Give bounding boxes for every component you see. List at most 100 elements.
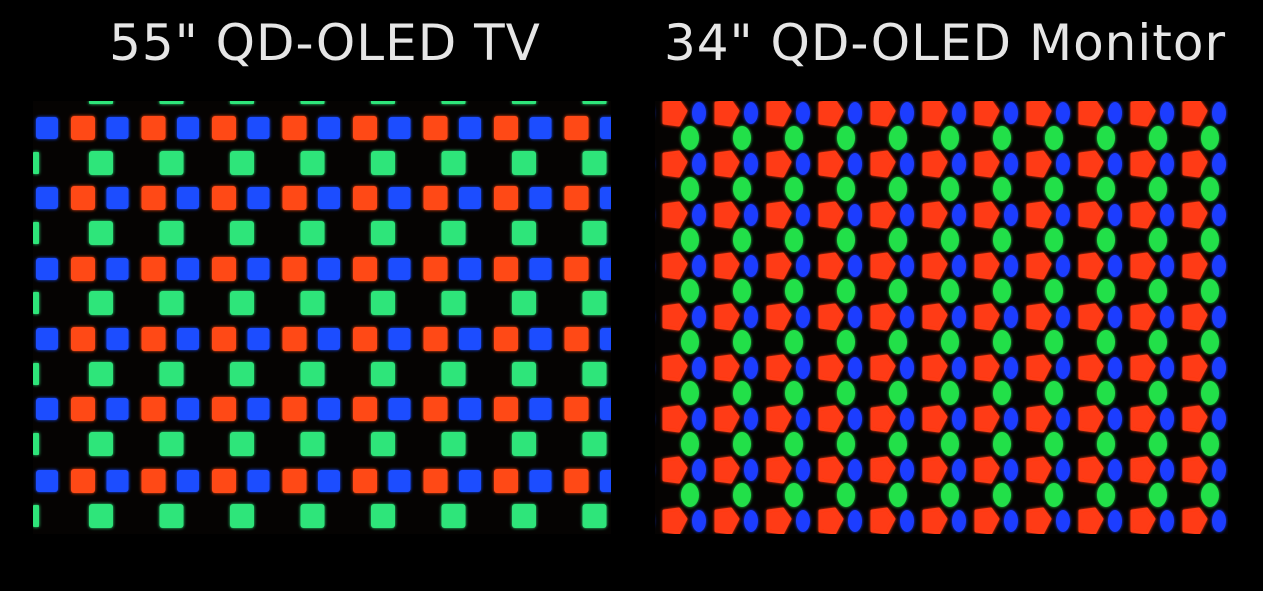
blue-subpixel (1212, 306, 1226, 328)
red-subpixel (1130, 405, 1156, 433)
blue-subpixel (388, 117, 411, 139)
green-subpixel (33, 292, 39, 314)
blue-subpixel (744, 306, 758, 328)
red-subpixel (1026, 101, 1052, 127)
red-subpixel (353, 397, 377, 421)
red-subpixel (353, 116, 377, 140)
red-subpixel (1026, 456, 1052, 484)
red-subpixel (714, 303, 740, 331)
blue-subpixel (692, 408, 706, 430)
blue-subpixel (529, 470, 552, 492)
blue-subpixel (529, 117, 552, 139)
green-subpixel (1149, 228, 1167, 252)
green-subpixel (993, 228, 1011, 252)
green-subpixel (837, 432, 855, 456)
red-subpixel (1078, 507, 1104, 534)
red-subpixel (212, 397, 236, 421)
green-subpixel (993, 330, 1011, 354)
blue-subpixel (1212, 255, 1226, 277)
red-subpixel (1182, 303, 1208, 331)
blue-subpixel (1108, 153, 1122, 175)
blue-subpixel (796, 153, 810, 175)
blue-subpixel (1004, 153, 1018, 175)
green-subpixel (1149, 330, 1167, 354)
blue-subpixel (106, 258, 129, 280)
blue-subpixel (744, 357, 758, 379)
red-subpixel (818, 456, 844, 484)
red-subpixel (1130, 507, 1156, 534)
red-subpixel (766, 456, 792, 484)
red-subpixel (870, 201, 896, 229)
tv-subpixel-macro-photo (33, 101, 611, 534)
red-subpixel (922, 101, 948, 127)
green-subpixel (512, 101, 536, 104)
green-subpixel (993, 432, 1011, 456)
red-subpixel (818, 101, 844, 127)
green-subpixel (993, 279, 1011, 303)
red-subpixel (766, 354, 792, 382)
blue-subpixel (36, 117, 58, 139)
blue-subpixel (1004, 408, 1018, 430)
red-subpixel (141, 116, 166, 140)
red-subpixel (1182, 354, 1208, 382)
blue-subpixel (692, 255, 706, 277)
blue-subpixel (848, 204, 862, 226)
red-subpixel (1078, 201, 1104, 229)
green-subpixel (889, 432, 907, 456)
blue-subpixel (1108, 408, 1122, 430)
red-subpixel (1078, 252, 1104, 280)
blue-subpixel (1056, 204, 1070, 226)
blue-subpixel (900, 102, 914, 124)
red-subpixel (1182, 150, 1208, 178)
green-subpixel (1097, 228, 1115, 252)
blue-subpixel (900, 153, 914, 175)
red-subpixel (1078, 101, 1104, 127)
red-subpixel (714, 354, 740, 382)
green-subpixel (1201, 483, 1219, 507)
blue-subpixel (1004, 102, 1018, 124)
green-subpixel (837, 177, 855, 201)
blue-subpixel (177, 398, 199, 420)
blue-subpixel (744, 459, 758, 481)
red-subpixel (870, 150, 896, 178)
red-subpixel (662, 456, 688, 484)
blue-subpixel (1108, 102, 1122, 124)
red-subpixel (282, 116, 307, 140)
green-subpixel (1097, 177, 1115, 201)
green-subpixel (230, 362, 254, 386)
green-subpixel (681, 279, 699, 303)
green-subpixel (941, 483, 959, 507)
blue-subpixel (1160, 102, 1174, 124)
blue-subpixel (177, 187, 199, 209)
green-subpixel (993, 126, 1011, 150)
green-subpixel (1149, 432, 1167, 456)
green-subpixel (993, 177, 1011, 201)
green-subpixel (441, 101, 466, 104)
red-subpixel (353, 186, 377, 210)
blue-subpixel (318, 328, 340, 350)
blue-subpixel (1056, 255, 1070, 277)
green-subpixel (89, 151, 113, 175)
blue-subpixel (603, 328, 611, 350)
red-subpixel (423, 397, 448, 421)
blue-subpixel (1108, 459, 1122, 481)
green-subpixel (941, 279, 959, 303)
green-subpixel (681, 330, 699, 354)
red-subpixel (1026, 150, 1052, 178)
green-subpixel (582, 432, 607, 456)
red-subpixel (922, 456, 948, 484)
green-subpixel (300, 432, 325, 456)
green-subpixel (1097, 381, 1115, 405)
red-subpixel (141, 397, 166, 421)
green-subpixel (89, 101, 113, 104)
green-subpixel (1201, 177, 1219, 201)
blue-subpixel (177, 258, 199, 280)
blue-subpixel (36, 187, 58, 209)
blue-subpixel (952, 357, 966, 379)
red-subpixel (922, 303, 948, 331)
green-subpixel (582, 151, 607, 175)
red-subpixel (870, 101, 896, 127)
blue-subpixel (529, 258, 552, 280)
green-subpixel (159, 101, 184, 104)
red-subpixel (212, 327, 236, 351)
